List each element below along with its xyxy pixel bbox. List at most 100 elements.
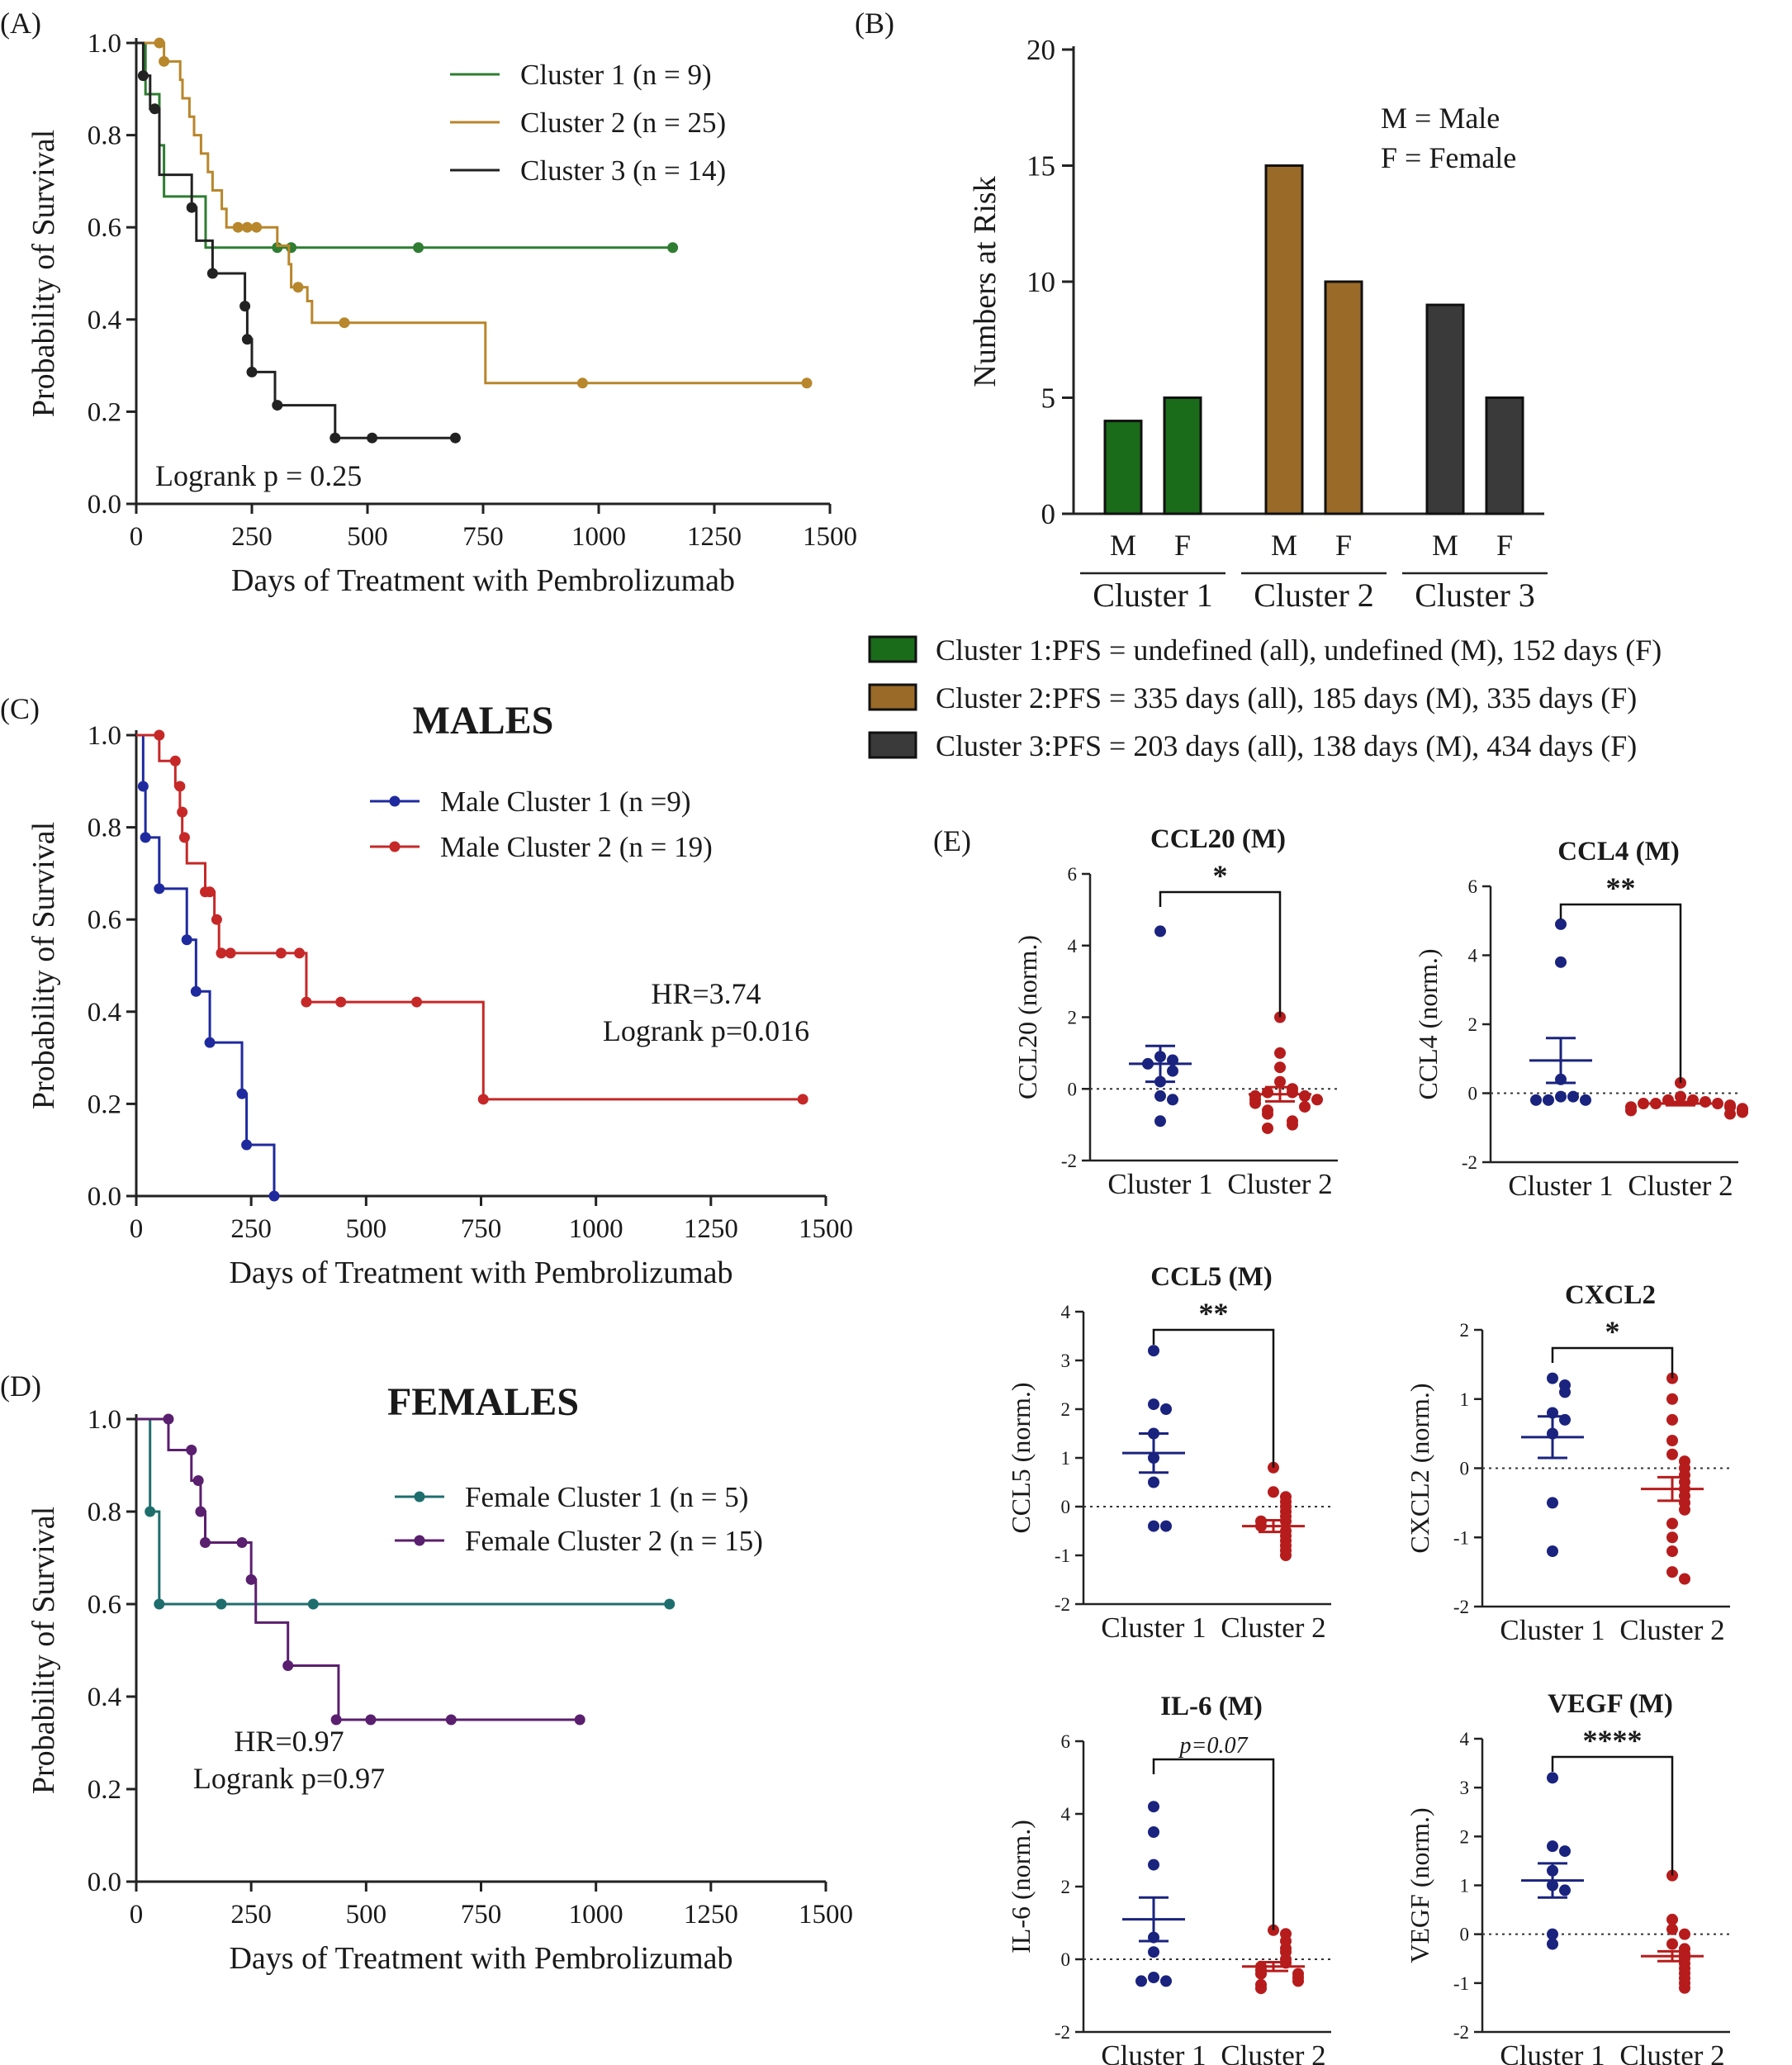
y-tick-label: 0.0 <box>88 1182 121 1212</box>
legend-label: Male Cluster 2 (n = 19) <box>440 831 713 863</box>
y-tick-label: -2 <box>1055 2022 1070 2043</box>
x-axis-label: Days of Treatment with Pembrolizumab <box>229 1256 732 1290</box>
legend-label: Cluster 3 (n = 14) <box>520 154 726 187</box>
y-tick-label: 20 <box>1026 34 1055 66</box>
censor-point <box>186 202 197 213</box>
data-point <box>1311 1094 1323 1106</box>
x-tick-label: 0 <box>130 1900 144 1930</box>
bar-category-label: F <box>1174 529 1191 562</box>
annotation: F = Female <box>1381 141 1516 174</box>
censor-point <box>216 1598 227 1610</box>
significance-bracket <box>1152 1758 1275 1930</box>
chart-title: FEMALES <box>387 1380 579 1424</box>
censor-point <box>449 432 461 444</box>
km-curve-2 <box>136 1417 581 1721</box>
annotation: HR=0.97 <box>234 1725 344 1758</box>
chart-title: CXCL2 <box>1565 1280 1656 1310</box>
data-point <box>1547 1772 1558 1784</box>
x-category-label: Cluster 2 <box>1221 1612 1325 1644</box>
x-category-label: Cluster 2 <box>1227 1168 1332 1200</box>
significance-label: * <box>1605 1315 1620 1348</box>
censor-point <box>365 1714 377 1726</box>
data-point <box>1547 1545 1558 1557</box>
data-point <box>1559 1386 1571 1398</box>
data-point <box>1675 1090 1686 1103</box>
y-tick-label: 5 <box>1041 382 1056 415</box>
censor-point <box>241 1139 253 1151</box>
data-point <box>1148 1520 1159 1532</box>
data-point <box>1160 1403 1172 1415</box>
data-point <box>1666 1923 1678 1935</box>
data-point <box>1280 1550 1292 1561</box>
legend-label: Male Cluster 1 (n =9) <box>440 786 691 818</box>
censor-point <box>268 1190 280 1202</box>
censor-point <box>149 103 160 115</box>
censor-point <box>330 1714 342 1726</box>
x-tick-label: 0 <box>130 522 144 552</box>
censor-point <box>174 781 186 792</box>
legend-label: Cluster 2:PFS = 335 days (all), 185 days… <box>936 681 1637 714</box>
censor-point <box>329 432 341 444</box>
y-tick-label: 0 <box>1468 1084 1478 1104</box>
censor-point <box>154 1598 165 1610</box>
x-tick-label: 500 <box>346 1214 387 1244</box>
data-point <box>1666 1913 1678 1925</box>
data-point <box>1559 1845 1571 1858</box>
data-point <box>1547 1497 1558 1509</box>
x-tick-label: 1000 <box>569 1900 623 1930</box>
censor-point <box>216 947 227 959</box>
y-tick-label: 2 <box>1061 1877 1071 1897</box>
y-tick-label: -2 <box>1055 1594 1070 1615</box>
y-tick-label: 2 <box>1460 1826 1470 1847</box>
data-point <box>1666 1413 1678 1426</box>
legend-label: Female Cluster 2 (n = 15) <box>465 1525 763 1557</box>
censor-point <box>236 1088 248 1099</box>
annotation: M = Male <box>1381 102 1500 135</box>
data-point <box>1547 1840 1558 1853</box>
data-point <box>1555 918 1567 930</box>
y-tick-label: 4 <box>1068 936 1078 957</box>
censor-point <box>307 1598 319 1610</box>
data-point <box>1262 1108 1273 1120</box>
censor-point <box>154 37 165 49</box>
significance-label: **** <box>1583 1724 1643 1757</box>
censor-point <box>797 1094 808 1105</box>
y-tick-label: 0 <box>1460 1925 1470 1945</box>
censor-point <box>154 883 165 895</box>
data-point <box>1666 1517 1678 1530</box>
y-axis-label: IL-6 (norm.) <box>1006 1820 1036 1953</box>
censor-point <box>411 996 423 1008</box>
y-tick-label: -1 <box>1055 1545 1070 1566</box>
y-tick-label: 0.6 <box>88 1590 121 1620</box>
legend-swatch <box>868 683 917 711</box>
censor-point <box>232 221 244 233</box>
chart-title: CCL20 (M) <box>1150 824 1286 854</box>
data-point <box>1148 1398 1159 1411</box>
data-point <box>1255 1982 1267 1995</box>
censor-point <box>140 832 151 843</box>
x-tick-label: 750 <box>461 1214 502 1244</box>
data-point <box>1559 1884 1571 1896</box>
x-category-label: Cluster 1 <box>1500 1614 1605 1646</box>
legend-label: Cluster 2 (n = 25) <box>520 107 726 139</box>
censor-point <box>445 1714 457 1726</box>
significance-bracket <box>1559 903 1682 1083</box>
data-point <box>1249 1097 1261 1109</box>
y-tick-label: 4 <box>1460 1729 1470 1749</box>
censor-point <box>204 1037 216 1048</box>
data-point <box>1700 1095 1711 1108</box>
km-curve-1 <box>136 41 673 249</box>
group-label: Cluster 3 <box>1415 577 1535 614</box>
chart-title: CCL4 (M) <box>1557 837 1680 866</box>
y-tick-label: 0.2 <box>88 397 121 427</box>
y-tick-label: 0.6 <box>88 905 121 935</box>
bar-category-label: M <box>1271 529 1297 562</box>
y-tick-label: 0.4 <box>88 306 121 335</box>
y-tick-label: 0.8 <box>88 1498 121 1527</box>
data-point <box>1555 1090 1567 1103</box>
censor-point <box>137 781 149 792</box>
y-tick-label: 3 <box>1460 1778 1470 1798</box>
significance-label: p=0.07 <box>1178 1733 1249 1759</box>
censor-point <box>225 947 236 959</box>
censor-point <box>294 947 306 959</box>
